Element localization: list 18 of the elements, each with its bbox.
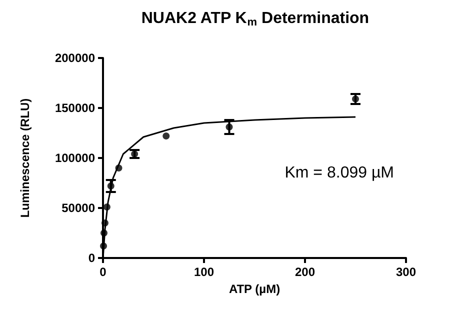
y-tick-label: 150000	[54, 101, 96, 115]
x-tick-label: 0	[100, 265, 107, 279]
y-tick-label: 200000	[54, 51, 96, 65]
y-axis-title: Luminescence (RLU)	[18, 98, 32, 218]
y-tick-label: 100000	[54, 151, 96, 165]
annotation: Km = 8.099 µM	[284, 164, 394, 182]
y-tick-label: 50000	[62, 201, 96, 215]
point	[162, 132, 170, 140]
point	[100, 230, 108, 236]
x-tick-label: 200	[294, 265, 316, 279]
y-tick-label: 0	[88, 251, 96, 265]
point	[100, 242, 107, 250]
x-tick-label: 100	[194, 265, 214, 279]
point	[101, 220, 108, 226]
x-axis-title: ATP (µM)	[228, 282, 280, 296]
point	[103, 204, 110, 210]
point	[115, 164, 122, 172]
x-tick-label: 300	[396, 265, 416, 279]
